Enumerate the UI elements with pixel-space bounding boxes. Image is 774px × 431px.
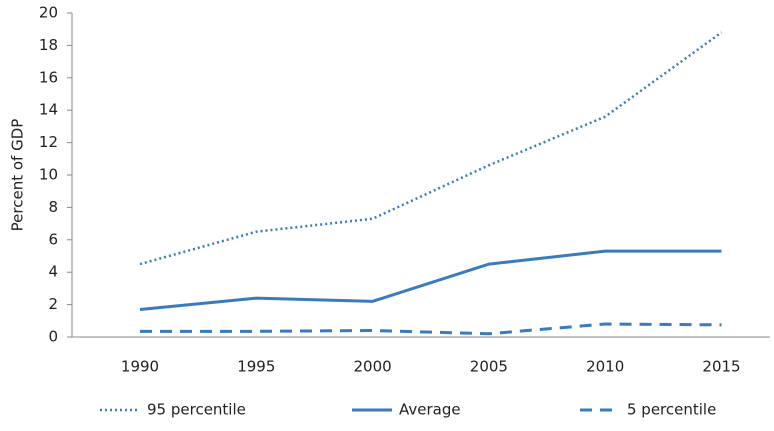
- y-axis-label: Percent of GDP: [9, 119, 27, 232]
- x-tick-label: 2010: [586, 358, 624, 376]
- y-tick-label: 14: [39, 101, 58, 119]
- y-tick-label: 12: [39, 133, 58, 151]
- x-tick-label: 2015: [702, 358, 740, 376]
- legend-label: 5 percentile: [627, 401, 716, 419]
- y-tick-label: 0: [48, 328, 58, 346]
- y-tick-label: 2: [48, 295, 58, 313]
- series-line: [139, 31, 723, 266]
- y-tick-label: 6: [48, 230, 58, 248]
- x-tick-label: 2005: [470, 358, 508, 376]
- x-tick-label: 1990: [121, 358, 159, 376]
- legend-label: 95 percentile: [147, 401, 246, 419]
- series-line: [140, 322, 722, 336]
- x-tick-label: 2000: [354, 358, 392, 376]
- y-tick-label: 18: [39, 36, 58, 54]
- y-tick-label: 16: [39, 68, 58, 86]
- legend-label: Average: [399, 401, 461, 419]
- series-line: [139, 249, 722, 311]
- x-tick-label: 1995: [237, 358, 275, 376]
- y-tick-label: 10: [39, 166, 58, 184]
- y-tick-label: 20: [39, 4, 58, 22]
- y-tick-label: 4: [48, 263, 58, 281]
- y-tick-label: 8: [48, 198, 58, 216]
